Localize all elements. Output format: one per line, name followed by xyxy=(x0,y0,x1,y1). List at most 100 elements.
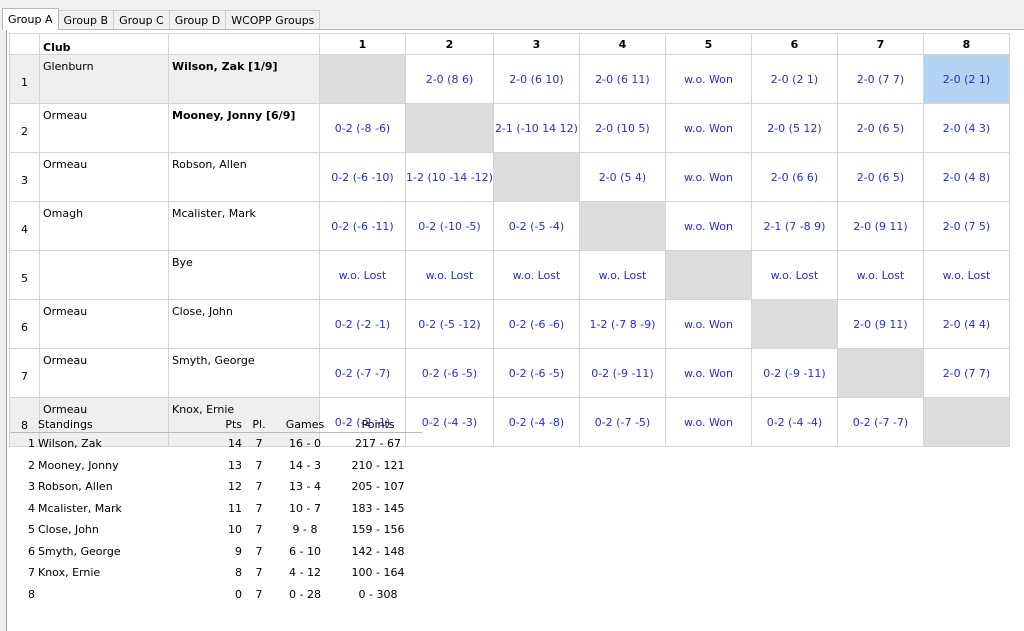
result-cell[interactable]: 0-2 (-6 -5) xyxy=(405,348,494,398)
self-match-cell xyxy=(836,348,924,398)
column-header-6[interactable]: 6 xyxy=(750,33,838,55)
result-cell[interactable]: 2-0 (4 4) xyxy=(922,299,1010,349)
result-cell[interactable]: 2-0 (6 5) xyxy=(836,152,924,202)
result-cell[interactable]: 0-2 (-7 -7) xyxy=(319,348,406,398)
player-row[interactable]: 3 Ormeau Robson, Allen 0-2 (-6 -10) 1-2 (10 … xyxy=(9,152,1010,202)
result-cell[interactable]: 2-1 (-10 14 12) xyxy=(492,103,580,153)
result-cell[interactable]: 0-2 (-2 -1) xyxy=(319,299,406,349)
result-cell[interactable]: w.o. Won xyxy=(664,54,752,104)
player-name: Bye xyxy=(168,250,320,300)
result-cell[interactable]: 0-2 (-5 -4) xyxy=(492,201,580,251)
result-cell[interactable]: w.o. Won xyxy=(664,152,752,202)
result-cell[interactable]: 2-0 (10 5) xyxy=(578,103,666,153)
group-tabs: Group A Group B Group C Group D WCOPP Gr… xyxy=(2,8,321,30)
tab-group-d[interactable]: Group D xyxy=(168,10,227,30)
result-cell[interactable]: 2-0 (6 5) xyxy=(836,103,924,153)
standings-table: Standings Pts Pl. Games Points 1 Wilson, … xyxy=(11,414,422,605)
standings-name: Wilson, Zak xyxy=(38,437,102,451)
result-cell[interactable]: 2-0 (9 11) xyxy=(836,201,924,251)
player-row[interactable]: 2 Ormeau Mooney, Jonny [6/9] 0-2 (-8 -6) 2-1… xyxy=(9,103,1010,153)
player-row[interactable]: 7 Ormeau Smyth, George 0-2 (-7 -7) 0-2 (-6 -… xyxy=(9,348,1010,398)
player-row[interactable]: 4 Omagh Mcalister, Mark 0-2 (-6 -11) 0-2 (-1… xyxy=(9,201,1010,251)
result-cell[interactable]: 2-0 (5 12) xyxy=(750,103,838,153)
result-cell[interactable]: 0-2 (-9 -11) xyxy=(750,348,838,398)
club-cell: Ormeau xyxy=(39,299,169,349)
standings-pl: 7 xyxy=(255,458,263,472)
corner-cell xyxy=(9,33,40,55)
result-cell[interactable]: 0-2 (-7 -7) xyxy=(836,397,924,447)
result-cell[interactable]: 2-0 (7 7) xyxy=(836,54,924,104)
column-header-4[interactable]: 4 xyxy=(578,33,666,55)
result-cell[interactable]: w.o. Won xyxy=(664,299,752,349)
standings-points: 210 - 121 xyxy=(351,458,405,472)
tab-group-c[interactable]: Group C xyxy=(113,10,170,30)
result-cell[interactable]: 2-0 (9 11) xyxy=(836,299,924,349)
result-cell[interactable]: 2-0 (4 8) xyxy=(922,152,1010,202)
name-column-header xyxy=(168,33,320,55)
tab-group-b[interactable]: Group B xyxy=(57,10,115,30)
standings-pts: 11 xyxy=(228,501,242,515)
result-cell[interactable]: 0-2 (-5 -12) xyxy=(405,299,494,349)
standings-row: 1 Wilson, Zak 14 7 16 - 0 217 - 67 xyxy=(11,433,422,455)
result-cell[interactable]: 2-0 (7 7) xyxy=(922,348,1010,398)
points-header: Points xyxy=(334,414,422,433)
standings-pl: 7 xyxy=(255,544,263,558)
standings-games: 13 - 4 xyxy=(289,480,321,494)
result-cell[interactable]: 0-2 (-4 -8) xyxy=(492,397,580,447)
result-cell[interactable]: 0-2 (-6 -6) xyxy=(492,299,580,349)
column-header-7[interactable]: 7 xyxy=(836,33,924,55)
result-cell[interactable]: w.o. Won xyxy=(664,201,752,251)
result-cell[interactable]: w.o. Lost xyxy=(405,250,494,300)
result-cell[interactable]: 2-0 (5 4) xyxy=(578,152,666,202)
result-cell[interactable]: w.o. Won xyxy=(664,103,752,153)
column-header-1[interactable]: 1 xyxy=(319,33,406,55)
result-cell[interactable]: 2-0 (2 1) xyxy=(750,54,838,104)
standings-pts: 10 xyxy=(228,523,242,537)
row-number: 2 xyxy=(9,103,40,153)
column-header-8[interactable]: 8 xyxy=(922,33,1010,55)
column-header-5[interactable]: 5 xyxy=(664,33,752,55)
result-cell[interactable]: 2-0 (7 5) xyxy=(922,201,1010,251)
result-cell[interactable]: 2-0 (4 3) xyxy=(922,103,1010,153)
result-cell[interactable]: w.o. Won xyxy=(664,397,752,447)
row-number: 6 xyxy=(9,299,40,349)
result-cell[interactable]: 1-2 (-7 8 -9) xyxy=(578,299,666,349)
result-cell[interactable]: 2-0 (6 11) xyxy=(578,54,666,104)
standings-row: 2 Mooney, Jonny 13 7 14 - 3 210 - 121 xyxy=(11,455,422,477)
result-cell[interactable]: 0-2 (-7 -5) xyxy=(578,397,666,447)
row-number: 7 xyxy=(9,348,40,398)
result-cell[interactable]: 1-2 (10 -14 -12) xyxy=(405,152,494,202)
club-cell: Ormeau xyxy=(39,348,169,398)
result-cell[interactable]: w.o. Won xyxy=(664,348,752,398)
column-header-3[interactable]: 3 xyxy=(492,33,580,55)
result-cell[interactable]: 2-0 (6 6) xyxy=(750,152,838,202)
result-cell[interactable]: 0-2 (-6 -10) xyxy=(319,152,406,202)
result-cell[interactable]: 0-2 (-9 -11) xyxy=(578,348,666,398)
result-cell[interactable]: 0-2 (-8 -6) xyxy=(319,103,406,153)
tab-group-a[interactable]: Group A xyxy=(2,8,59,30)
result-cell[interactable]: 2-0 (6 10) xyxy=(492,54,580,104)
player-name: Robson, Allen xyxy=(168,152,320,202)
result-cell[interactable]: w.o. Lost xyxy=(492,250,580,300)
result-cell[interactable]: 0-2 (-10 -5) xyxy=(405,201,494,251)
result-cell[interactable]: 0-2 (-6 -11) xyxy=(319,201,406,251)
player-row[interactable]: 1 Glenburn Wilson, Zak [1/9] 2-0 (8 6) 2-0 (… xyxy=(9,54,1010,104)
result-cell[interactable]: w.o. Lost xyxy=(319,250,406,300)
result-cell[interactable]: w.o. Lost xyxy=(578,250,666,300)
standings-points: 100 - 164 xyxy=(351,566,405,580)
result-cell[interactable]: w.o. Lost xyxy=(836,250,924,300)
result-cell[interactable]: 2-0 (8 6) xyxy=(405,54,494,104)
result-cell[interactable]: 2-0 (2 1) xyxy=(922,54,1010,104)
player-row[interactable]: 5 Bye w.o. Lost w.o. Lost w.o. Lost w.o. Lost… xyxy=(9,250,1010,300)
result-cell[interactable]: 0-2 (-4 -4) xyxy=(750,397,838,447)
player-row[interactable]: 6 Ormeau Close, John 0-2 (-2 -1) 0-2 (-5 -12… xyxy=(9,299,1010,349)
standings-games: 16 - 0 xyxy=(289,437,321,451)
result-cell[interactable]: 2-1 (7 -8 9) xyxy=(750,201,838,251)
standings-rank: 6 xyxy=(28,544,35,558)
standings-rank: 5 xyxy=(28,523,35,537)
column-header-2[interactable]: 2 xyxy=(405,33,494,55)
result-cell[interactable]: w.o. Lost xyxy=(922,250,1010,300)
result-cell[interactable]: w.o. Lost xyxy=(750,250,838,300)
result-cell[interactable]: 0-2 (-6 -5) xyxy=(492,348,580,398)
tab-wcopp-groups[interactable]: WCOPP Groups xyxy=(225,10,321,30)
